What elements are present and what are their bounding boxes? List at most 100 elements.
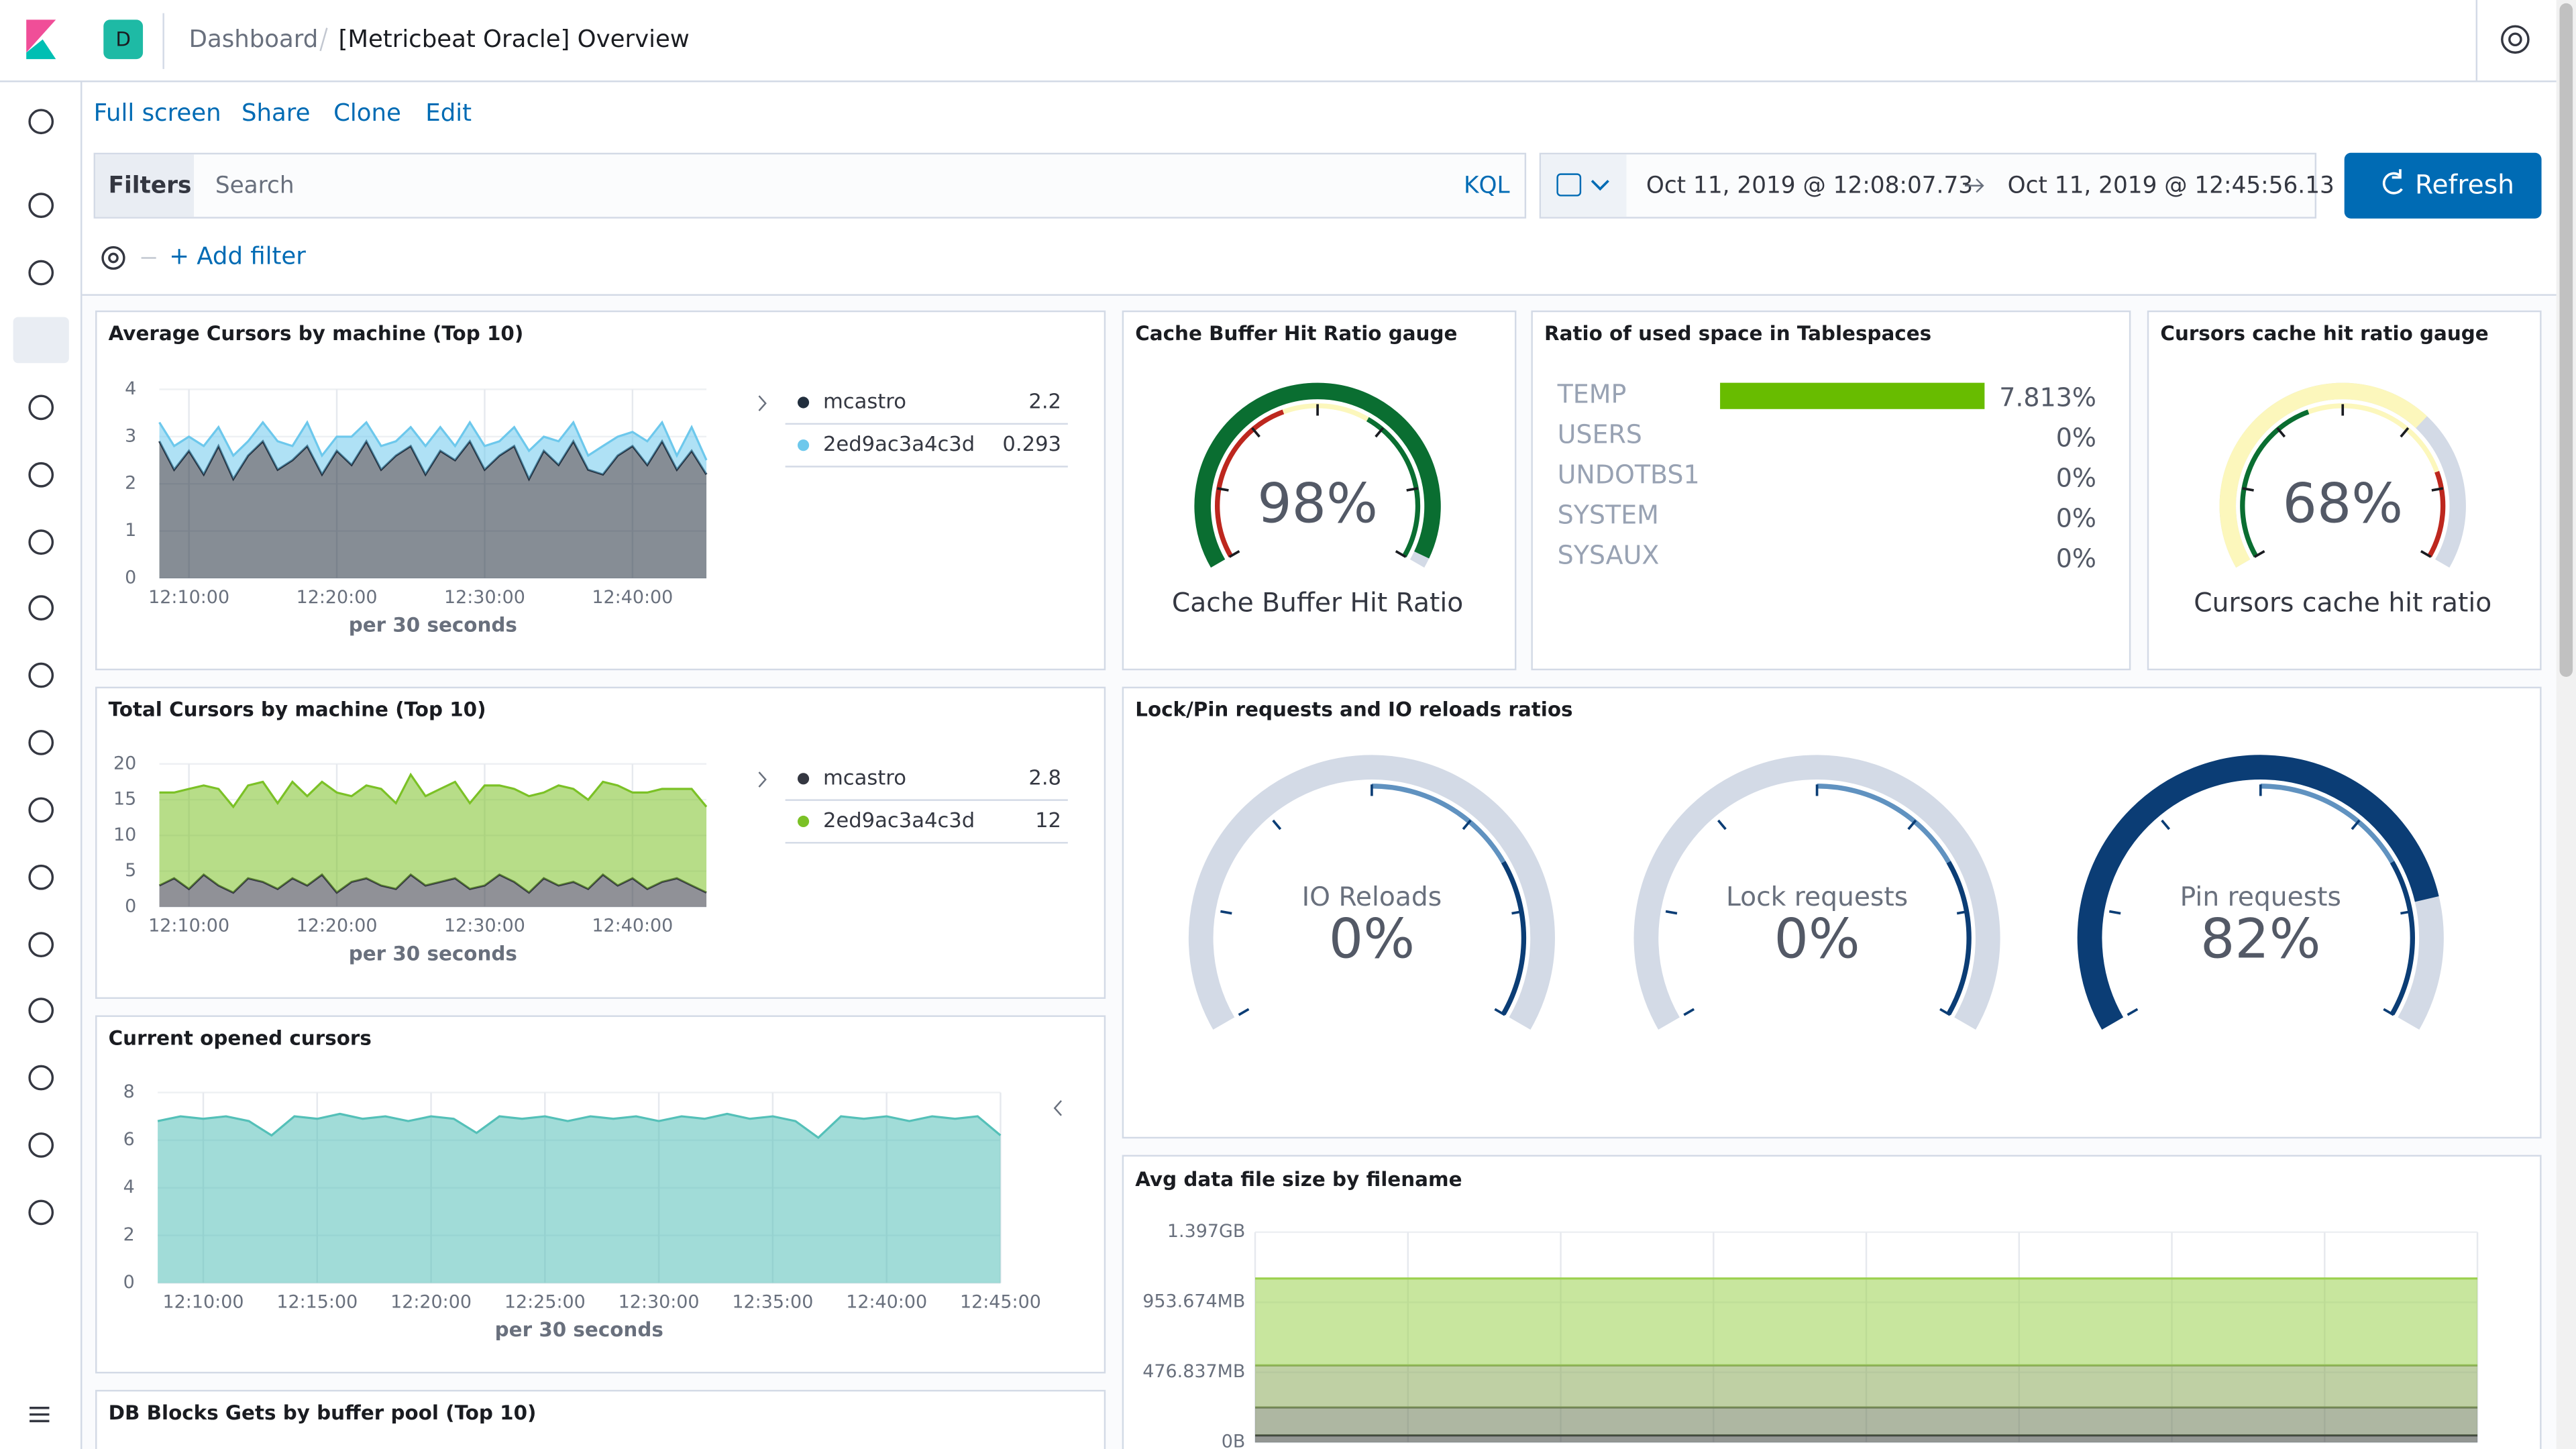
legend-dot: [797, 773, 810, 785]
nav-icon[interactable]: [28, 1065, 54, 1091]
gauge-value-label: 0%: [1329, 908, 1415, 971]
menu-link[interactable]: Edit: [425, 99, 472, 127]
gauge-scale-tick: [2431, 487, 2444, 492]
area: [159, 441, 707, 579]
y-tick-label: 3: [125, 425, 136, 446]
gauge-scale-tick: [2242, 487, 2254, 492]
legend-label[interactable]: mcastro: [823, 766, 906, 790]
refresh-label[interactable]: Refresh: [2415, 170, 2514, 200]
scrollbar-thumb[interactable]: [2559, 3, 2573, 677]
gauge-scale-tick: [1956, 910, 1969, 915]
y-tick-label: 1: [125, 520, 136, 541]
legend-label[interactable]: mcastro: [823, 390, 906, 414]
legend-toggle[interactable]: [758, 771, 767, 788]
nav-icon[interactable]: [28, 662, 54, 688]
gauge-band: [1817, 784, 1951, 863]
menu-link[interactable]: Share: [241, 99, 310, 127]
area: [159, 422, 707, 480]
space-badge[interactable]: [103, 19, 144, 60]
settings-icon[interactable]: [101, 246, 125, 270]
panel-title: Ratio of used space in Tablespaces: [1544, 322, 1931, 345]
gauge-band: [2240, 409, 2310, 557]
gauge-label: Cache Buffer Hit Ratio: [1172, 588, 1463, 619]
gauge-scale-tick: [2127, 1008, 2139, 1016]
panel-title: Cache Buffer Hit Ratio gauge: [1135, 322, 1457, 345]
y-tick-label: 2: [125, 473, 136, 494]
nav-icon[interactable]: [28, 109, 54, 135]
nav-icon[interactable]: [28, 1132, 54, 1158]
nav-icon[interactable]: [28, 529, 54, 555]
panel-title: Cursors cache hit ratio gauge: [2160, 322, 2488, 345]
nav-icon[interactable]: [28, 730, 54, 755]
panel-title: Total Cursors by machine (Top 10): [109, 698, 486, 721]
nav-icon[interactable]: [28, 797, 54, 823]
x-tick-label: 12:20:00: [297, 587, 378, 608]
gauge-label: Lock requests: [1726, 882, 1908, 912]
gauge-scale-tick: [1395, 550, 1407, 558]
help-icon[interactable]: [2501, 25, 2530, 54]
gauge-track: [1188, 755, 1555, 1030]
y-tick-label: 1.397GB: [1167, 1221, 1245, 1242]
nav-icon[interactable]: [28, 864, 54, 890]
end-date[interactable]: Oct 11, 2019 @ 12:45:56.13: [2008, 172, 2334, 199]
x-tick-label: 12:25:00: [504, 1292, 586, 1313]
x-axis-title: per 30 seconds: [349, 942, 517, 965]
nav-icon[interactable]: [28, 932, 54, 958]
gauge-scale-tick: [1228, 550, 1240, 558]
gauge-band: [1282, 403, 1369, 422]
x-axis-title: per 30 seconds: [495, 1318, 663, 1341]
menu-link[interactable]: Full screen: [94, 99, 221, 127]
gauge-scale-tick: [1683, 1008, 1695, 1016]
search-bar[interactable]: [93, 152, 1527, 219]
row-label: SYSAUX: [1558, 541, 1660, 570]
date-picker[interactable]: [1539, 152, 2317, 219]
x-axis-title: per 30 seconds: [349, 614, 517, 637]
start-date[interactable]: Oct 11, 2019 @ 12:08:07.73: [1646, 172, 1973, 199]
x-tick-label: 12:45:00: [960, 1292, 1041, 1313]
legend-label[interactable]: 2ed9ac3a4c3d: [823, 433, 975, 456]
nav-icon[interactable]: [28, 595, 54, 621]
nav-icon[interactable]: [28, 1199, 54, 1226]
gauge-scale-tick: [1220, 910, 1232, 915]
y-tick-label: 15: [113, 789, 136, 810]
gauge-band: [1501, 861, 1527, 1016]
gauge-band: [1946, 861, 1972, 1016]
y-tick-label: 476.837MB: [1142, 1361, 1245, 1382]
gauge-scale-tick: [1939, 1008, 1951, 1016]
legend-label[interactable]: 2ed9ac3a4c3d: [823, 809, 975, 833]
breadcrumb[interactable]: Dashboard: [189, 25, 319, 53]
chevron: [1591, 180, 1609, 191]
nav-icon[interactable]: [28, 260, 54, 286]
quick-menu[interactable]: [1541, 154, 1627, 217]
search-placeholder[interactable]: Search: [215, 172, 294, 199]
y-tick-label: 953.674MB: [1142, 1291, 1245, 1312]
menu-link[interactable]: Clone: [333, 99, 401, 127]
nav-icon[interactable]: [28, 462, 54, 488]
gauge-band: [1371, 784, 1506, 863]
gauge-scale-tick: [1217, 487, 1229, 492]
y-tick-label: 8: [123, 1081, 135, 1102]
query-language[interactable]: KQL: [1464, 172, 1510, 199]
legend-toggle[interactable]: [1053, 1100, 1062, 1116]
area: [159, 874, 707, 907]
arrow: [1964, 178, 1984, 193]
line: [159, 772, 708, 809]
logo-part: [26, 39, 56, 60]
gauge-band: [2260, 784, 2395, 863]
line: [157, 1112, 1002, 1139]
nav-active: [13, 317, 69, 364]
y-tick-label: 5: [125, 860, 136, 881]
add-filter[interactable]: + Add filter: [169, 242, 306, 270]
row-value: 0%: [2056, 423, 2096, 453]
legend-toggle[interactable]: [758, 395, 767, 412]
nav-icon[interactable]: [28, 193, 54, 218]
legend-value: 0.293: [1002, 433, 1061, 456]
y-tick-label: 2: [123, 1224, 135, 1245]
y-tick-label: 4: [125, 378, 136, 399]
panel-title: Lock/Pin requests and IO reloads ratios: [1135, 698, 1572, 721]
nav-icon[interactable]: [28, 394, 54, 421]
refresh-button[interactable]: [2344, 152, 2542, 219]
x-tick-label: 12:15:00: [276, 1292, 358, 1313]
nav-icon[interactable]: [28, 998, 54, 1023]
gauge-value: [1194, 382, 1441, 568]
